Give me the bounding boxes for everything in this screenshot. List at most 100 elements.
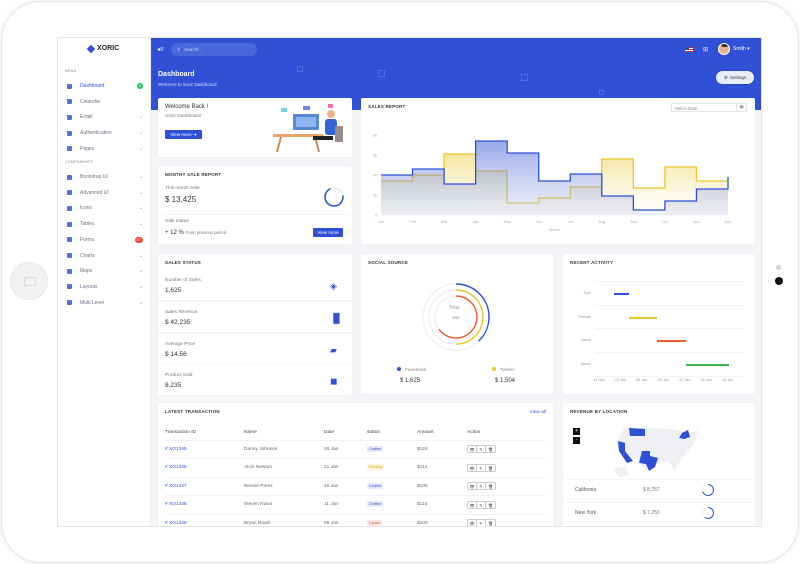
logo[interactable]: XORIC: [86, 44, 119, 53]
chevron-down-icon: ⌄: [138, 221, 143, 228]
search-input[interactable]: ⚲ Search...: [171, 43, 257, 56]
activity-bar[interactable]: [628, 316, 658, 319]
legend-value: $ 1,625: [400, 378, 421, 384]
activity-bar[interactable]: [686, 364, 729, 367]
x-tick-label: Jul: [568, 220, 573, 224]
ring-segment: [428, 289, 484, 345]
cell-date: 26 Jan: [324, 440, 367, 459]
sidebar: XORIC MENU Dashboard 9 Calendar Email ⌄ Authe…: [58, 38, 151, 526]
calendar-icon[interactable]: ▣: [736, 104, 746, 111]
sidebar-item-bootstrap-ui[interactable]: Bootstrap UI ⌄: [67, 172, 143, 182]
view-icon[interactable]: 👁: [468, 501, 477, 508]
table-row: # XO1345 Danny Johnson 26 Jan Confirm $124 👁 ✎…: [165, 440, 545, 459]
delete-icon[interactable]: 🗑: [487, 484, 494, 490]
delete-icon[interactable]: 🗑: [487, 521, 494, 527]
sidebar-item-advanced-ui[interactable]: Advanced UI ⌄: [67, 188, 143, 198]
cell-name: Danny Johnson: [244, 440, 324, 459]
chevron-down-icon: ⌄: [138, 174, 143, 180]
location-state: California: [575, 487, 597, 493]
map-zoom-in-button[interactable]: +: [573, 428, 580, 435]
chevron-down-icon: ⌄: [138, 205, 143, 212]
sales-status-item: Average Price $ 14.56 ▰: [158, 333, 352, 364]
welcome-title: Welcome Back !: [165, 104, 209, 110]
sidebar-item-label: Layouts: [80, 283, 98, 290]
settings-button[interactable]: ⚙ Settings: [716, 71, 754, 84]
monthly-view-more-button[interactable]: View more: [313, 228, 343, 237]
bootstrap-ui-icon: [67, 174, 72, 180]
location-value: $ 8,257: [643, 487, 660, 493]
chevron-down-icon: ⌄: [138, 114, 143, 121]
sidebar-item-layouts[interactable]: Layouts ⌄: [67, 282, 143, 292]
delete-icon[interactable]: 🗑: [487, 447, 494, 453]
transaction-id-link[interactable]: # XO1346: [165, 458, 244, 478]
apps-grid-icon[interactable]: ⊞: [703, 47, 709, 53]
edit-icon[interactable]: ✎: [477, 483, 486, 490]
x-tick-label: 06 Jan: [636, 378, 648, 382]
us-flag-icon[interactable]: [685, 47, 693, 52]
sidebar-item-tables[interactable]: Tables ⌄: [67, 219, 143, 229]
user-menu[interactable]: Smith ▾: [733, 46, 750, 52]
y-tick-label: 80: [373, 134, 377, 138]
cell-name: Bryan Roark: [244, 514, 324, 526]
legend-twitter: Twitter: [492, 367, 514, 373]
sidebar-item-forms[interactable]: Forms 07: [67, 235, 143, 245]
email-icon: [67, 114, 72, 120]
x-tick-label: 03 Jan: [614, 378, 626, 382]
activity-bar[interactable]: [657, 340, 686, 343]
welcome-view-more-button[interactable]: View more ➜: [165, 130, 202, 139]
legend-dot: [397, 367, 401, 371]
sidebar-item-maps[interactable]: Maps ⌄: [67, 266, 143, 276]
avatar[interactable]: [718, 43, 730, 55]
transaction-id-link[interactable]: # XO1348: [165, 495, 244, 515]
multi-level-icon: [67, 300, 72, 306]
cell-date: 21 Jan: [324, 458, 367, 478]
stat-value: $ 42,235: [165, 319, 191, 327]
delete-icon[interactable]: 🗑: [487, 465, 494, 471]
social-source-card: SOCIAL SOURCE Total 166 Facebook $ 1,625 T…: [361, 254, 553, 394]
sidebar-item-charts[interactable]: Charts ⌄: [67, 251, 143, 261]
sidebar-item-icons[interactable]: Icons ⌄: [67, 203, 143, 213]
chevron-down-icon: ⌄: [138, 252, 143, 259]
edit-icon[interactable]: ✎: [477, 501, 486, 508]
view-icon[interactable]: 👁: [468, 446, 477, 453]
sidebar-item-multi-level[interactable]: Multi Level ⌄: [67, 298, 143, 308]
sidebar-item-label: Maps: [80, 268, 93, 275]
transaction-id-link[interactable]: # XO1345: [165, 440, 244, 459]
home-button[interactable]: [10, 262, 48, 300]
y-tick-label: 60: [373, 154, 377, 158]
table-row: # XO1349 Bryan Roark 08 Jan Cancel $105 👁 ✎ 🗑: [165, 514, 545, 527]
edit-icon[interactable]: ✎: [477, 520, 486, 526]
view-icon[interactable]: 👁: [468, 520, 477, 526]
sidebar-item-calendar[interactable]: Calendar: [67, 97, 143, 107]
sale-change: + 12 % From previous period: [165, 230, 227, 236]
activity-bar[interactable]: [614, 293, 629, 295]
map-zoom-out-button[interactable]: -: [573, 437, 580, 444]
date-picker-input[interactable]: Select Date ▣: [671, 103, 747, 112]
table-row: # XO1346 Alvin Newton 21 Jan Pending $112 👁 ✎ 🗑: [165, 458, 545, 478]
chevron-down-icon: ⌄: [138, 283, 143, 290]
us-map[interactable]: [613, 423, 703, 478]
chevron-down-icon: ⌄: [138, 145, 143, 152]
sidebar-item-email[interactable]: Email ⌄: [67, 112, 143, 122]
edit-icon[interactable]: ✎: [477, 446, 486, 453]
view-icon[interactable]: 👁: [468, 483, 477, 490]
sales-status-card: SALES STATUS Number of Sales 1,625 ◈ Sales R…: [158, 254, 352, 395]
view-all-link[interactable]: View all: [529, 410, 546, 415]
menu-toggle-icon[interactable]: ◂≡: [157, 47, 164, 53]
bar-chart-icon: ▐▌: [330, 313, 343, 324]
edit-icon[interactable]: ✎: [477, 464, 486, 471]
delete-icon[interactable]: 🗑: [487, 502, 494, 508]
gear-icon: ⚙: [723, 74, 728, 80]
transaction-id-link[interactable]: # XO1349: [165, 514, 244, 526]
legend-dot: [492, 367, 496, 371]
view-icon[interactable]: 👁: [468, 464, 477, 471]
sidebar-item-authentication[interactable]: Authentication ⌄: [67, 128, 143, 138]
table-row: # XO1348 Steven Kwon 11 Jan Confirm $115 👁 ✎ 🗑: [165, 495, 545, 515]
welcome-subtitle: Xoric Dashboard: [165, 114, 201, 119]
y-tick-label: 0: [375, 214, 377, 218]
pages-icon: [67, 146, 72, 152]
sidebar-item-dashboard[interactable]: Dashboard 9: [67, 81, 143, 91]
this-month-label: This month Sale: [165, 186, 200, 191]
sidebar-item-pages[interactable]: Pages ⌄: [67, 144, 143, 154]
transaction-id-link[interactable]: # XO1347: [165, 477, 244, 496]
